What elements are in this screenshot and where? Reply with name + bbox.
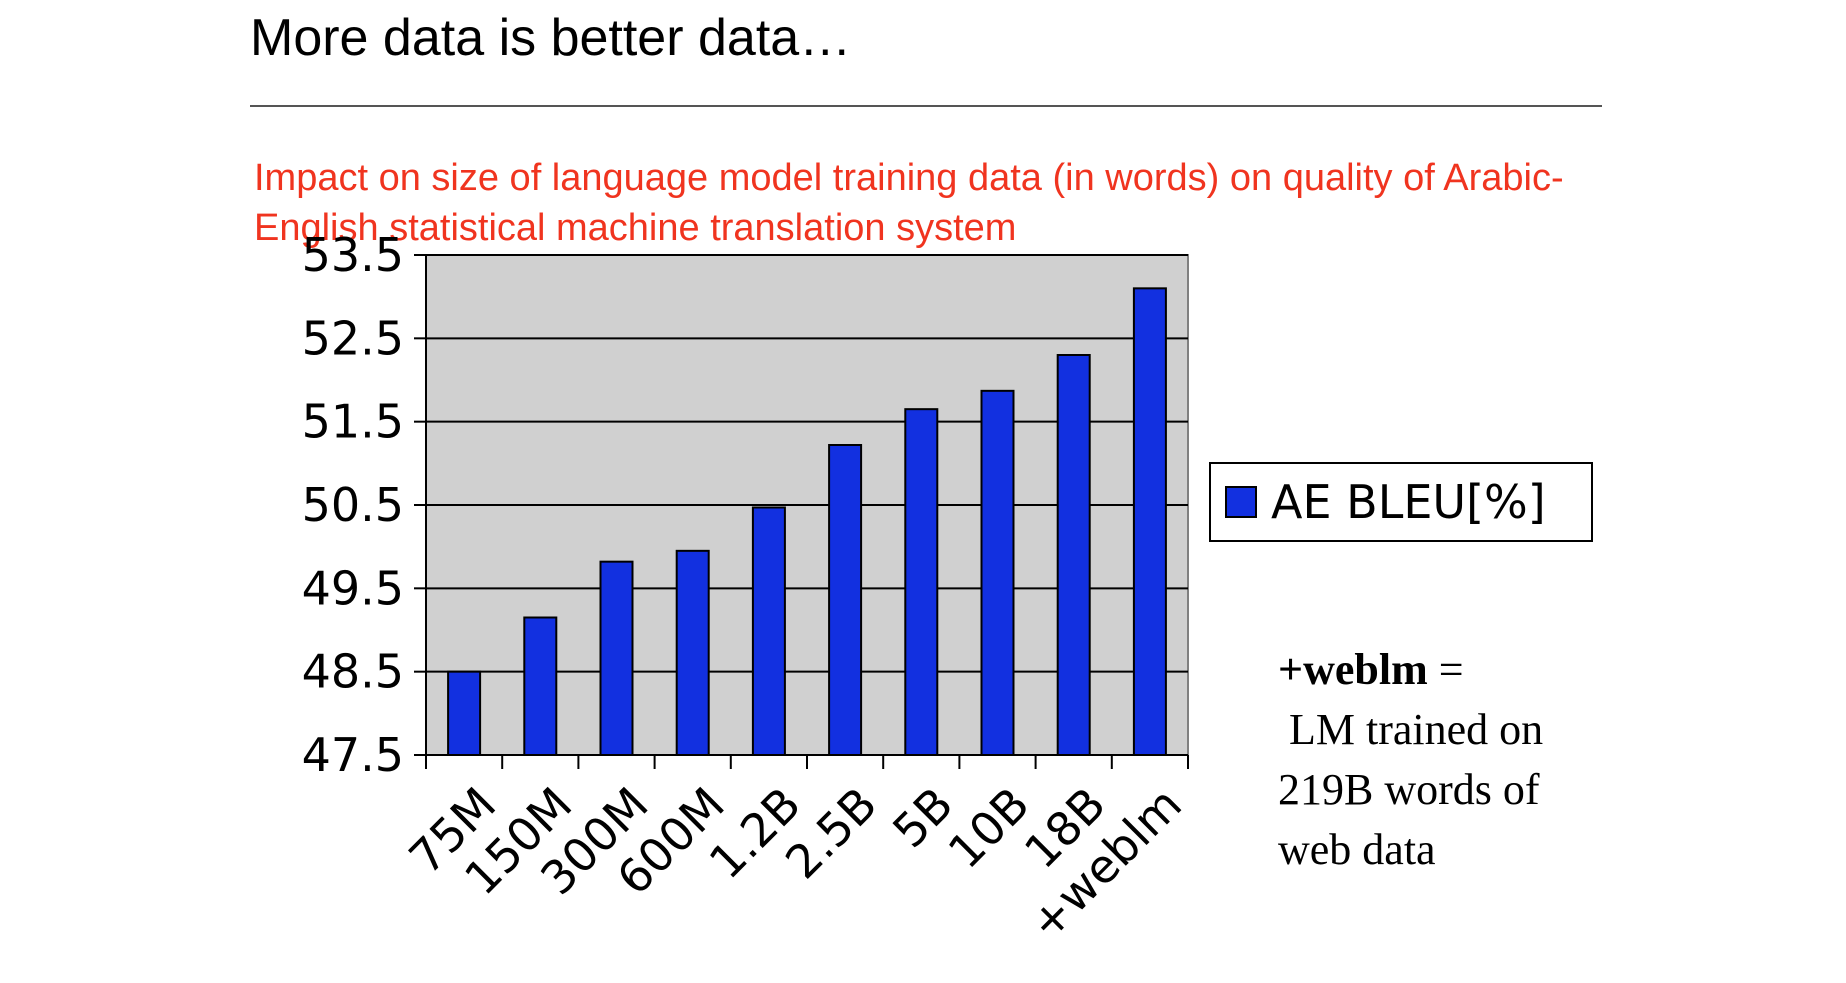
y-tick-label: 50.5 xyxy=(302,478,404,532)
note-line-3: 219B words of xyxy=(1278,765,1540,814)
note-line-4: web data xyxy=(1278,825,1436,874)
y-tick-label: 49.5 xyxy=(302,561,404,615)
chart-legend: AE BLEU[%] xyxy=(1209,462,1593,542)
bar-2.5B xyxy=(828,444,863,756)
x-tick-label: 2.5B xyxy=(775,777,887,889)
y-tick-label: 52.5 xyxy=(302,311,404,365)
title-divider xyxy=(250,105,1602,107)
bar-10B xyxy=(980,389,1015,756)
note-line-2: LM trained on xyxy=(1278,705,1544,754)
bar-18B xyxy=(1056,354,1091,756)
chart-title: Impact on size of language model trainin… xyxy=(254,157,1564,249)
weblm-note: +weblm = LM trained on 219B words of web… xyxy=(1278,640,1608,880)
x-tick-label: 10B xyxy=(938,777,1040,879)
note-equals: = xyxy=(1427,645,1464,694)
bar-300M xyxy=(599,560,634,757)
bar-5B xyxy=(904,408,939,756)
y-tick-label: 48.5 xyxy=(302,645,404,699)
bar-+weblm xyxy=(1132,287,1167,756)
y-tick-label: 47.5 xyxy=(302,728,404,782)
bar-600M xyxy=(675,549,710,756)
legend-swatch xyxy=(1225,486,1257,518)
legend-label: AE BLEU[%] xyxy=(1271,475,1546,529)
bar-1.2B xyxy=(751,506,786,756)
note-term: +weblm xyxy=(1278,645,1428,694)
bar-75M xyxy=(447,670,482,757)
slide-title: More data is better data… xyxy=(250,9,852,67)
y-tick-label: 53.5 xyxy=(302,228,404,282)
bar-150M xyxy=(523,616,558,756)
y-tick-label: 51.5 xyxy=(302,395,404,449)
